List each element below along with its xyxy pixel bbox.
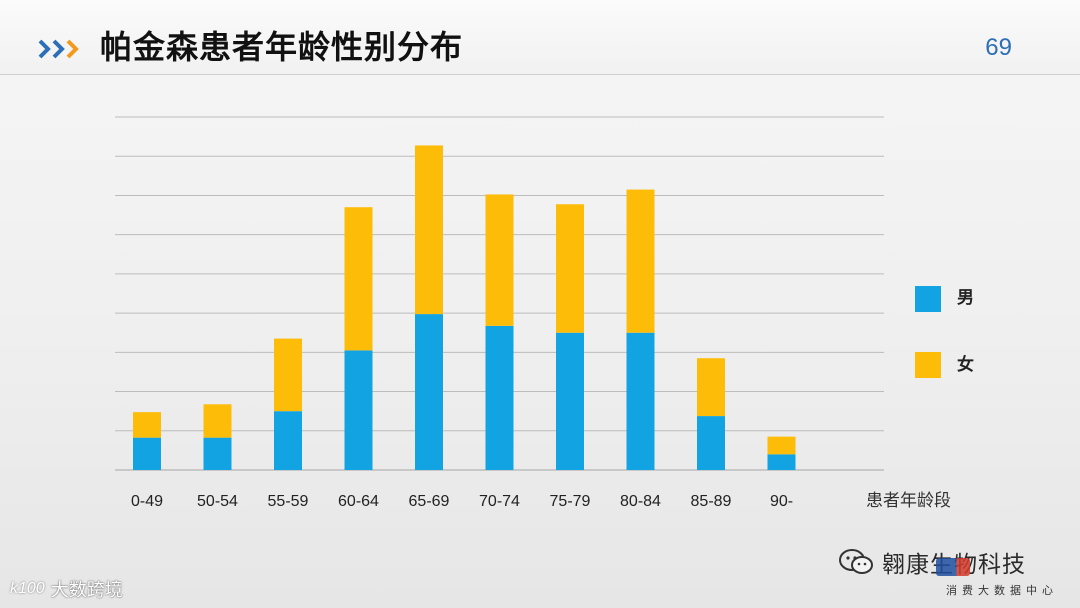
bar-female-80-84 [626, 189, 655, 333]
bar-female-0-49 [133, 412, 161, 438]
bar-male-90- [767, 454, 796, 470]
x-tick-label: 60-64 [338, 493, 379, 510]
slide-header: 帕金森患者年龄性别分布 69 [0, 0, 1080, 75]
x-tick-labels: 0-49 50-54 55-59 60-64 65-69 70-74 75-79 80-84 8… [131, 493, 793, 510]
bar-female-55-59 [274, 338, 302, 412]
wechat-icon [839, 549, 873, 574]
stamp-subtitle: 消费大数据中心 [946, 584, 1058, 597]
bar-female-60-64 [344, 207, 373, 351]
legend-label-female: 女 [957, 354, 974, 375]
bar-female-90- [767, 436, 796, 455]
bar-male-65-69 [415, 314, 443, 470]
bar-female-85-89 [697, 358, 725, 417]
x-tick-label: 70-74 [479, 493, 520, 510]
watermark-left: k100 大数跨境 [10, 576, 123, 602]
triple-chevron-icon [38, 39, 79, 59]
legend: 男 女 [915, 286, 974, 378]
watermark-left-text: 大数跨境 [50, 580, 123, 601]
x-axis-title: 患者年龄段 [866, 491, 951, 511]
bar-male-75-79 [556, 332, 584, 470]
watermark-logo: k100 [10, 580, 45, 597]
bar-female-75-79 [556, 204, 584, 333]
x-tick-label: 0-49 [131, 493, 163, 510]
stamp-mark [936, 558, 970, 576]
x-tick-label: 85-89 [691, 493, 732, 510]
legend-swatch-female [915, 352, 941, 378]
x-tick-label: 75-79 [550, 493, 591, 510]
bar-male-70-74 [485, 325, 514, 470]
logo-stamp: 消费大数据中心 [928, 552, 1068, 602]
legend-swatch-male [915, 286, 941, 312]
x-tick-label: 80-84 [620, 493, 661, 510]
slide-title: 帕金森患者年龄性别分布 [100, 28, 464, 66]
x-tick-label: 65-69 [409, 493, 450, 510]
bar-female-70-74 [485, 194, 514, 326]
page-number: 69 [985, 34, 1012, 61]
bar-female-65-69 [415, 145, 443, 315]
x-tick-label: 55-59 [268, 493, 309, 510]
bar-series [133, 145, 796, 470]
legend-label-male: 男 [957, 288, 974, 308]
x-tick-label: 90- [770, 493, 793, 510]
bar-male-80-84 [626, 332, 655, 470]
bar-male-50-54 [203, 437, 232, 470]
x-tick-label: 50-54 [197, 493, 238, 510]
bar-male-0-49 [133, 437, 161, 470]
bar-male-85-89 [697, 416, 725, 470]
bar-male-55-59 [274, 411, 302, 470]
bar-female-50-54 [203, 404, 232, 438]
bar-male-60-64 [344, 350, 373, 470]
